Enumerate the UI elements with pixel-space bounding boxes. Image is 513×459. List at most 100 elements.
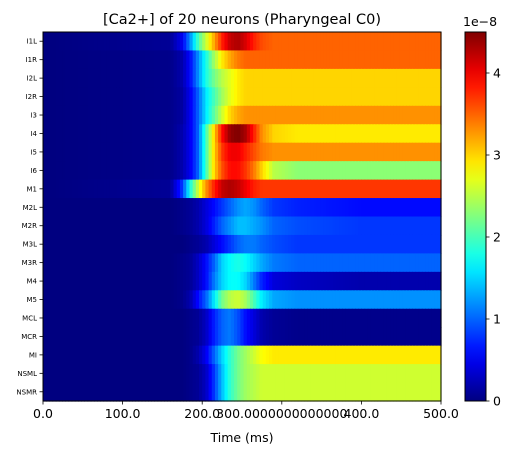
heatmap-cell xyxy=(297,179,302,199)
heatmap-cell xyxy=(234,345,238,365)
heatmap-cell xyxy=(186,179,191,199)
heatmap-cell xyxy=(307,271,312,291)
heatmap-cell xyxy=(383,216,388,236)
heatmap-cell xyxy=(237,87,241,107)
heatmap-cell xyxy=(109,32,114,52)
heatmap-cell xyxy=(421,68,426,88)
heatmap-cell xyxy=(316,142,321,162)
heatmap-cell xyxy=(335,345,340,365)
heatmap-cell xyxy=(97,124,101,144)
heatmap-cell xyxy=(211,234,216,254)
heatmap-cell xyxy=(412,364,417,384)
heatmap-cell xyxy=(148,382,152,402)
heatmap-cell xyxy=(74,198,79,218)
heatmap-cell xyxy=(151,327,156,347)
heatmap-cell xyxy=(405,179,410,199)
heatmap-cell xyxy=(437,142,442,162)
heatmap-cell xyxy=(348,253,353,273)
heatmap-cell xyxy=(342,290,347,310)
heatmap-cell xyxy=(437,32,442,52)
heatmap-cell xyxy=(351,327,356,347)
heatmap-cell xyxy=(221,124,226,144)
heatmap-row-M2L xyxy=(43,198,442,218)
heatmap-cell xyxy=(74,50,79,70)
heatmap-cell xyxy=(93,50,98,70)
heatmap-cell xyxy=(179,50,184,70)
heatmap-cell xyxy=(390,198,394,218)
heatmap-cell xyxy=(377,179,382,199)
heatmap-cell xyxy=(405,32,410,52)
heatmap-cell xyxy=(100,68,105,88)
heatmap-cell xyxy=(288,290,292,310)
heatmap-row-MCR xyxy=(43,327,442,347)
heatmap-cell xyxy=(234,327,238,347)
heatmap-cell xyxy=(230,198,235,218)
heatmap-cell xyxy=(78,308,82,328)
heatmap-cell xyxy=(246,124,251,144)
heatmap-cell xyxy=(43,142,47,162)
heatmap-cell xyxy=(208,364,213,384)
heatmap-cell xyxy=(52,161,57,181)
heatmap-cell xyxy=(265,271,270,291)
heatmap-cell xyxy=(230,327,235,347)
heatmap-cell xyxy=(434,345,439,365)
heatmap-cell xyxy=(109,271,114,291)
heatmap-cell xyxy=(304,345,308,365)
heatmap-cell xyxy=(256,142,261,162)
heatmap-cell xyxy=(122,382,127,402)
heatmap-cell xyxy=(412,105,417,125)
heatmap-cell xyxy=(74,234,79,254)
heatmap-cell xyxy=(52,290,57,310)
heatmap-cell xyxy=(320,364,324,384)
heatmap-cell xyxy=(52,364,57,384)
heatmap-cell xyxy=(246,68,251,88)
heatmap-cell xyxy=(421,50,426,70)
heatmap-cell xyxy=(109,327,114,347)
heatmap-cell xyxy=(58,327,63,347)
heatmap-cell xyxy=(49,68,54,88)
heatmap-cell xyxy=(93,234,98,254)
heatmap-cell xyxy=(199,253,203,273)
heatmap-cell xyxy=(157,50,162,70)
heatmap-cell xyxy=(218,198,222,218)
heatmap-cell xyxy=(208,271,213,291)
heatmap-cell xyxy=(364,142,369,162)
heatmap-cell xyxy=(132,50,136,70)
heatmap-cell xyxy=(55,345,60,365)
heatmap-cell xyxy=(348,234,353,254)
heatmap-cell xyxy=(278,253,283,273)
heatmap-cell xyxy=(183,50,187,70)
heatmap-cell xyxy=(195,50,200,70)
heatmap-cell xyxy=(434,308,439,328)
heatmap-cell xyxy=(97,142,101,162)
heatmap-cell xyxy=(323,290,327,310)
heatmap-cell xyxy=(332,271,337,291)
heatmap-cell xyxy=(246,142,251,162)
heatmap-cell xyxy=(243,198,248,218)
heatmap-cell xyxy=(157,87,162,107)
heatmap-cell xyxy=(425,345,429,365)
heatmap-cell xyxy=(345,216,350,236)
heatmap-cell xyxy=(294,290,299,310)
heatmap-cell xyxy=(355,198,359,218)
heatmap-cell xyxy=(52,198,57,218)
heatmap-cell xyxy=(214,271,219,291)
heatmap-cell xyxy=(269,253,273,273)
heatmap-cell xyxy=(211,290,216,310)
heatmap-cell xyxy=(313,179,318,199)
heatmap-cell xyxy=(316,290,321,310)
heatmap-cell xyxy=(189,290,194,310)
heatmap-cell xyxy=(189,271,194,291)
heatmap-cell xyxy=(43,68,47,88)
heatmap-cell xyxy=(199,364,203,384)
heatmap-cell xyxy=(335,327,340,347)
heatmap-cell xyxy=(97,216,101,236)
heatmap-cell xyxy=(269,234,273,254)
heatmap-cell xyxy=(428,87,433,107)
heatmap-cell xyxy=(304,68,308,88)
heatmap-cell xyxy=(425,364,429,384)
heatmap-cell xyxy=(342,50,347,70)
heatmap-cell xyxy=(272,32,277,52)
heatmap-cell xyxy=(402,345,407,365)
heatmap-cell xyxy=(119,345,124,365)
